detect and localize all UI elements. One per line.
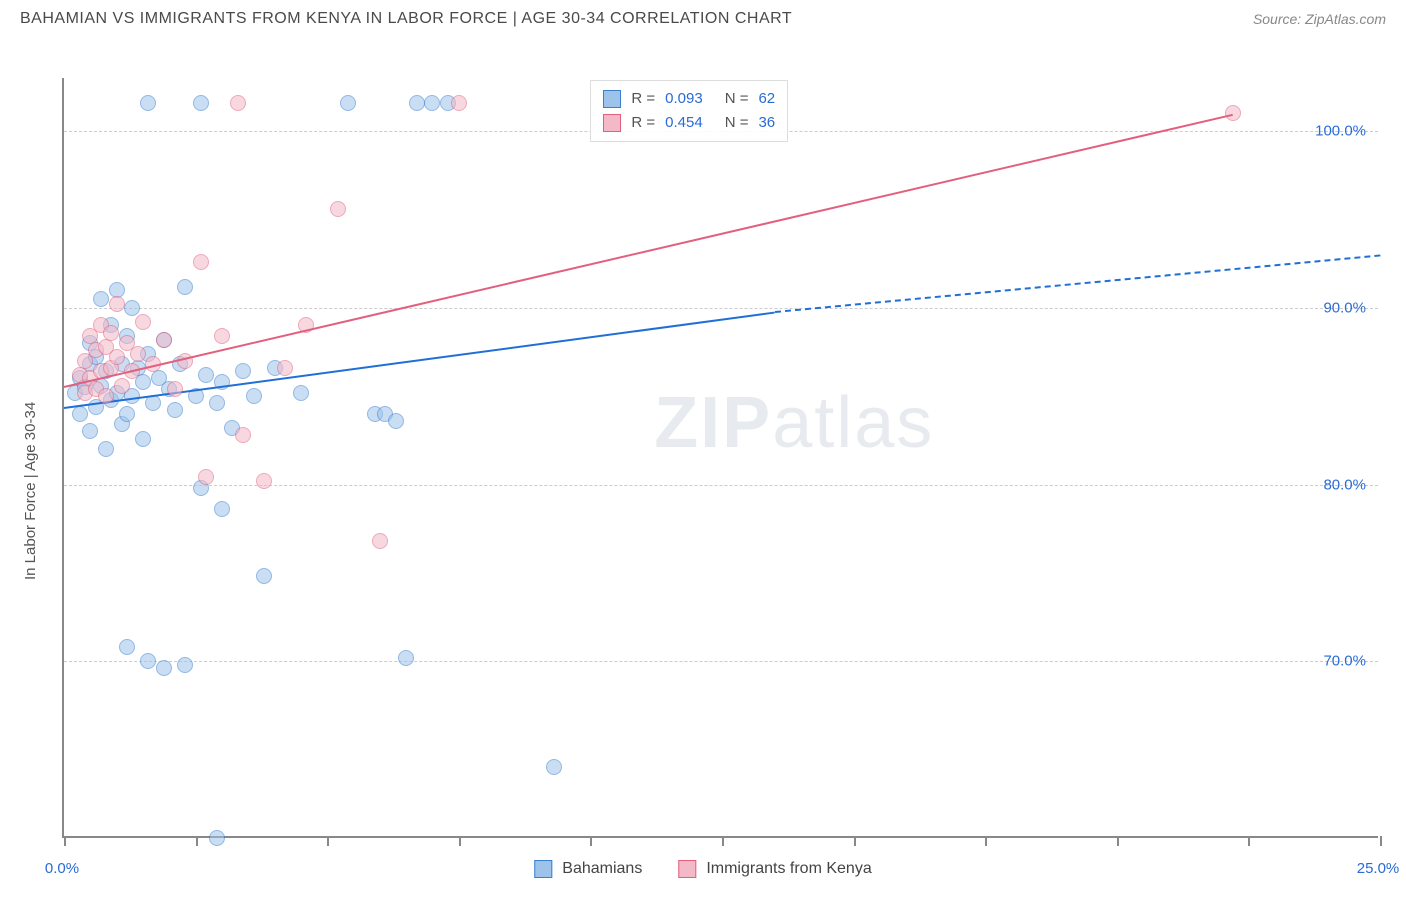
scatter-point (372, 533, 388, 549)
x-tick (327, 836, 329, 846)
scatter-point (230, 95, 246, 111)
scatter-point (140, 95, 156, 111)
legend-item: Bahamians (534, 860, 642, 878)
legend-swatch (534, 860, 552, 878)
scatter-point (330, 201, 346, 217)
x-tick-label: 25.0% (1357, 860, 1400, 877)
legend-swatch (603, 114, 621, 132)
scatter-point (140, 653, 156, 669)
gridline-h (64, 661, 1378, 662)
legend-label: Bahamians (562, 860, 642, 878)
bottom-legend: Bahamians Immigrants from Kenya (534, 860, 871, 878)
scatter-point (209, 395, 225, 411)
y-tick-label: 90.0% (1323, 299, 1366, 316)
scatter-point (135, 314, 151, 330)
scatter-point (82, 423, 98, 439)
scatter-point (156, 660, 172, 676)
scatter-point (130, 346, 146, 362)
plot-area: 70.0% 80.0% 90.0% 100.0% R = 0.093 N = 62 R = 0.4… (62, 78, 1378, 838)
stat-r-label: R = (631, 87, 655, 111)
scatter-point (177, 279, 193, 295)
stat-r-value: 0.093 (665, 87, 703, 111)
legend-swatch (678, 860, 696, 878)
scatter-point (72, 406, 88, 422)
y-tick-label: 100.0% (1315, 123, 1366, 140)
scatter-point (177, 657, 193, 673)
x-tick (1117, 836, 1119, 846)
stat-r-value: 0.454 (665, 111, 703, 135)
x-tick (590, 836, 592, 846)
source-name: ZipAtlas.com (1305, 11, 1386, 27)
scatter-point (256, 568, 272, 584)
stat-n-label: N = (725, 87, 749, 111)
scatter-point (124, 300, 140, 316)
scatter-point (135, 431, 151, 447)
scatter-point (214, 501, 230, 517)
scatter-point (256, 473, 272, 489)
scatter-point (198, 367, 214, 383)
scatter-point (214, 328, 230, 344)
scatter-point (198, 469, 214, 485)
scatter-point (119, 406, 135, 422)
chart-header: BAHAMIAN VS IMMIGRANTS FROM KENYA IN LAB… (0, 0, 1406, 36)
scatter-point (277, 360, 293, 376)
scatter-point (93, 291, 109, 307)
scatter-point (340, 95, 356, 111)
scatter-point (167, 381, 183, 397)
correlation-chart: 70.0% 80.0% 90.0% 100.0% R = 0.093 N = 62 R = 0.4… (16, 36, 1390, 908)
y-axis-title: In Labor Force | Age 30-34 (22, 401, 39, 579)
gridline-h (64, 308, 1378, 309)
scatter-point (246, 388, 262, 404)
scatter-point (98, 388, 114, 404)
source-prefix: Source: (1253, 11, 1305, 27)
legend-label: Immigrants from Kenya (706, 860, 871, 878)
x-tick (854, 836, 856, 846)
scatter-point (193, 254, 209, 270)
stat-n-value: 36 (758, 111, 775, 135)
scatter-point (109, 349, 125, 365)
x-tick (1380, 836, 1382, 846)
scatter-point (167, 402, 183, 418)
correlation-row: R = 0.454 N = 36 (603, 111, 775, 135)
scatter-point (209, 830, 225, 846)
scatter-point (451, 95, 467, 111)
scatter-point (114, 378, 130, 394)
scatter-point (398, 650, 414, 666)
scatter-point (119, 639, 135, 655)
scatter-point (109, 296, 125, 312)
trend-line (775, 255, 1381, 314)
scatter-point (235, 363, 251, 379)
x-tick (1248, 836, 1250, 846)
scatter-point (193, 95, 209, 111)
x-tick (722, 836, 724, 846)
stat-n-value: 62 (758, 87, 775, 111)
x-tick (196, 836, 198, 846)
stat-r-label: R = (631, 111, 655, 135)
correlation-row: R = 0.093 N = 62 (603, 87, 775, 111)
correlation-legend: R = 0.093 N = 62 R = 0.454 N = 36 (590, 80, 788, 142)
scatter-point (156, 332, 172, 348)
source-attribution: Source: ZipAtlas.com (1253, 11, 1386, 27)
scatter-point (546, 759, 562, 775)
x-tick-label: 0.0% (45, 860, 79, 877)
scatter-point (409, 95, 425, 111)
trend-line (64, 113, 1233, 387)
x-tick (459, 836, 461, 846)
scatter-point (424, 95, 440, 111)
scatter-point (1225, 105, 1241, 121)
scatter-point (388, 413, 404, 429)
chart-title: BAHAMIAN VS IMMIGRANTS FROM KENYA IN LAB… (20, 10, 792, 28)
legend-item: Immigrants from Kenya (678, 860, 871, 878)
scatter-point (293, 385, 309, 401)
x-tick (985, 836, 987, 846)
x-tick (64, 836, 66, 846)
legend-swatch (603, 90, 621, 108)
y-tick-label: 80.0% (1323, 476, 1366, 493)
stat-n-label: N = (725, 111, 749, 135)
scatter-point (103, 325, 119, 341)
scatter-point (98, 441, 114, 457)
scatter-point (235, 427, 251, 443)
y-tick-label: 70.0% (1323, 653, 1366, 670)
